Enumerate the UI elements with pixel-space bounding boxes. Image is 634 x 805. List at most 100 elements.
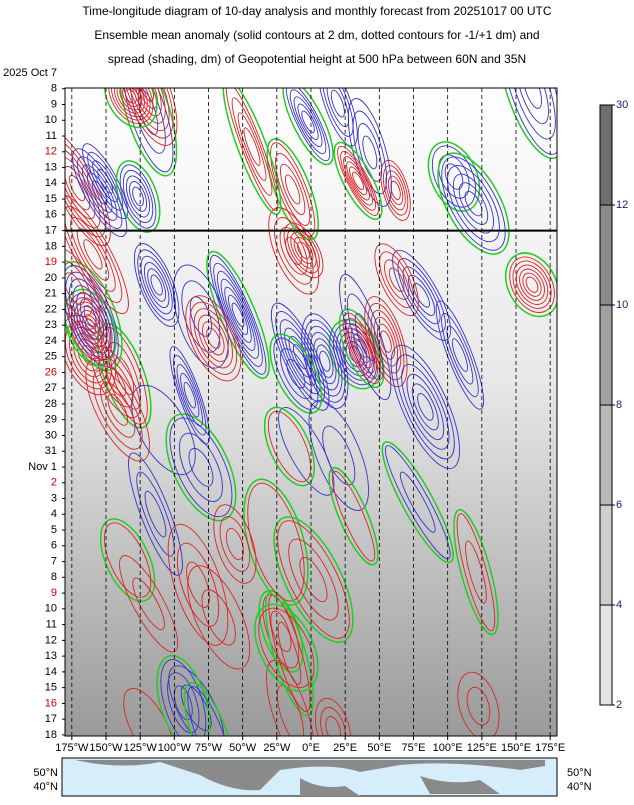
contour: [72, 148, 128, 237]
zero-contour: [222, 88, 282, 216]
contour: [187, 565, 251, 670]
y-tick-label: 4: [51, 508, 57, 520]
contour: [160, 659, 207, 736]
contour: [310, 332, 340, 391]
contour: [402, 266, 441, 325]
contour: [326, 88, 350, 128]
contour: [119, 164, 157, 229]
title-line: Time-longitude diagram of 10-day analysi…: [82, 4, 551, 18]
contour: [173, 355, 207, 436]
contour: [180, 373, 200, 418]
contour: [307, 325, 343, 397]
zero-contour: [156, 654, 211, 736]
contour: [65, 247, 101, 330]
contour: [346, 161, 370, 201]
contour: [384, 445, 451, 560]
contour: [79, 310, 102, 345]
title-line: Ensemble mean anomaly (solid contours at…: [94, 28, 539, 42]
map-lat-label: 50°N: [567, 767, 592, 779]
contour: [508, 88, 556, 140]
contour: [319, 350, 331, 372]
contour: [65, 156, 96, 220]
contour: [279, 348, 312, 400]
contour: [65, 271, 116, 361]
contour: [201, 589, 236, 646]
y-tick-label: 2025 Oct 7: [3, 67, 57, 79]
contour: [286, 358, 306, 389]
contour: [346, 293, 384, 381]
zero-contour: [99, 518, 156, 602]
contour: [349, 166, 367, 196]
contour: [105, 367, 127, 397]
contour: [464, 190, 483, 217]
contour: [187, 686, 233, 736]
contour: [317, 88, 358, 147]
contour: [395, 354, 455, 460]
contour: [188, 447, 214, 487]
y-tick-label: 7: [51, 555, 57, 567]
x-tick-label: 25°E: [333, 742, 357, 754]
zero-contour: [273, 516, 354, 644]
zero-contour: [65, 260, 123, 371]
contour: [130, 88, 166, 154]
contour: [289, 89, 327, 155]
title-line: spread (shading, dm) of Geopotential hei…: [108, 52, 526, 66]
y-tick-label: 12: [45, 146, 57, 158]
y-tick-label: 21: [45, 288, 57, 300]
colorbar-tick-label: 30: [616, 99, 628, 111]
contour: [136, 88, 158, 109]
contour: [65, 165, 91, 211]
contour: [169, 346, 210, 445]
x-tick-label: 175°W: [55, 742, 89, 754]
contour: [65, 272, 86, 306]
zero-contour: [437, 152, 510, 255]
contour: [297, 241, 310, 260]
contour: [279, 226, 308, 275]
contour: [68, 174, 86, 202]
y-tick-label: 13: [45, 161, 57, 173]
zero-contour: [453, 509, 499, 636]
contour: [128, 452, 183, 576]
contour: [313, 338, 337, 385]
colorbar-tick-label: 2: [616, 699, 622, 711]
contour: [277, 520, 350, 639]
x-tick-label: 50°W: [229, 742, 257, 754]
contour: [220, 278, 256, 351]
contour: [83, 305, 97, 327]
contour: [273, 337, 319, 410]
y-tick-label: 15: [45, 682, 57, 694]
contour: [380, 159, 411, 221]
y-tick-label: 18: [45, 240, 57, 252]
contour: [270, 610, 292, 653]
contour: [262, 594, 300, 669]
contour: [380, 330, 392, 353]
x-tick-label: 25°W: [263, 742, 291, 754]
contour: [379, 251, 414, 308]
colorbar-segment: [600, 105, 612, 205]
contour: [502, 88, 557, 155]
y-tick-label: 14: [45, 177, 57, 189]
colorbar-segment: [600, 605, 612, 705]
contour: [280, 163, 306, 216]
contour: [509, 256, 555, 313]
contour: [243, 127, 261, 166]
contour: [417, 393, 434, 421]
contour: [266, 659, 316, 736]
contour: [284, 174, 301, 205]
contour: [308, 400, 369, 511]
contour: [331, 471, 376, 562]
contour: [108, 88, 154, 124]
contour: [465, 540, 487, 604]
contour: [401, 364, 450, 450]
contour: [132, 186, 144, 207]
contour: [431, 145, 477, 208]
map-lat-label: 50°N: [33, 767, 58, 779]
zero-contour: [254, 603, 319, 693]
contour: [125, 175, 151, 218]
zero-contour: [264, 590, 315, 717]
y-tick-label: 17: [45, 713, 57, 725]
contour: [515, 88, 549, 125]
colorbar-tick-label: 10: [616, 299, 628, 311]
contour: [357, 123, 383, 182]
